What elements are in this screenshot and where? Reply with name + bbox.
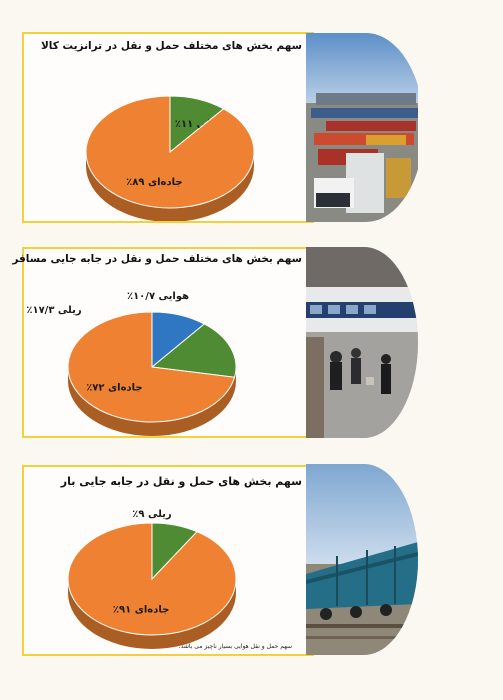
chart-panel-transit: سهم بخش های مختلف حمل و نقل در ترانزیت ک… <box>22 32 314 223</box>
chart-footnote: سهم حمل و نقل هوایی بسیار ناچیز می باشد. <box>178 643 292 650</box>
chart-title: سهم بخش های مختلف حمل و نقل در ترانزیت ک… <box>40 40 302 52</box>
pie-slice <box>67 522 237 636</box>
photo-freight-wagons <box>306 464 418 655</box>
chart-title: سهم بخش های مختلف حمل و نقل در جابه جایی… <box>12 253 302 265</box>
pie-chart-passenger: هوایی ۱۰/۷٪ ریلی ۱۷/۳٪ جاده‌ای ۷۲٪ <box>26 291 237 436</box>
chart-panel-freight: سهم بخش های حمل و نقل در جابه جایی بار ر… <box>22 465 314 656</box>
pie-side-wall <box>86 152 254 221</box>
slice-label: هوایی ۱۰/۷٪ <box>127 291 189 302</box>
slice-label: جاده‌ای ۸۹٪ <box>126 177 182 188</box>
pie-slice <box>150 323 237 378</box>
pie-side-wall <box>68 579 236 649</box>
chart-title: سهم بخش های حمل و نقل در جابه جایی بار <box>60 475 302 488</box>
pie-chart-freight: ریلی ۹٪ جاده‌ای ۹۱٪ <box>67 509 237 649</box>
slice-label: ریلی ۱۷/۳٪ <box>26 305 82 316</box>
pie-slice <box>67 311 236 423</box>
slice-label: ریلی ۱۱٪ <box>175 119 221 130</box>
pie-chart-transit: ریلی ۱۱٪ جاده‌ای ۸۹٪ <box>85 95 255 221</box>
slice-label: جاده‌ای ۷۲٪ <box>86 382 142 393</box>
slice-label: جاده‌ای ۹۱٪ <box>113 605 169 616</box>
photo-freight-trucks <box>306 33 418 222</box>
pie-side-wall <box>68 367 236 436</box>
slice-label: ریلی ۹٪ <box>132 509 172 520</box>
chart-panel-passenger: سهم بخش های مختلف حمل و نقل در جابه جایی… <box>12 247 314 438</box>
photo-passenger-train <box>306 247 418 438</box>
pie-slice <box>85 95 255 209</box>
